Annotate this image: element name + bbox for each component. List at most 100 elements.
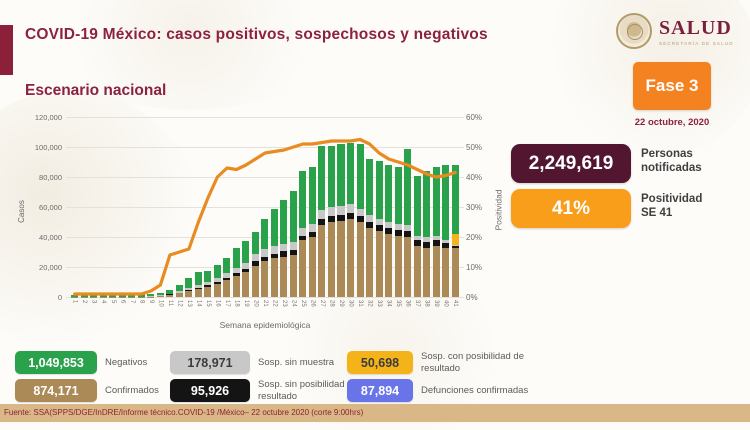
x-axis-label: Semana epidemiológica [219, 320, 311, 330]
bar-segment [194, 288, 202, 297]
bar-segment [442, 243, 450, 248]
legend-item-confirmados: 874,171 Confirmados [15, 379, 159, 402]
bar-segment [289, 190, 297, 243]
x-tick: 4 [100, 300, 107, 304]
x-tick: 14 [195, 300, 202, 307]
bar-segment [213, 264, 221, 279]
legend-item-sosp-con-posibilidad: 50,698 Sosp. con posibilidad de resultad… [347, 351, 551, 374]
bar-segment [175, 291, 183, 293]
bar-segment [261, 256, 269, 261]
bar-segment [308, 224, 316, 232]
legend-label: Defunciones confirmadas [421, 384, 529, 396]
y-tick-right: 0% [466, 293, 478, 302]
x-tick: 26 [309, 300, 316, 307]
x-tick: 13 [185, 300, 192, 307]
x-tick: 31 [357, 300, 364, 307]
legend-value-badge: 87,894 [347, 379, 413, 402]
bar-week-15 [204, 270, 212, 297]
bar-week-20 [251, 231, 259, 297]
legend-label: Negativos [105, 356, 148, 368]
bar-segment [194, 284, 202, 288]
bar-week-12 [175, 285, 183, 297]
bar-segment [308, 167, 316, 225]
bar-segment [289, 242, 297, 250]
x-tick: 15 [204, 300, 211, 307]
section-title: Escenario nacional [25, 82, 167, 99]
bar-segment [308, 231, 316, 237]
bar-segment [346, 219, 355, 297]
phase-badge: Fase 3 [633, 62, 711, 110]
y-tick-left: 120,000 [34, 113, 62, 122]
gridline [66, 146, 464, 148]
bar-segment [223, 279, 231, 297]
x-tick: 28 [328, 300, 335, 307]
bar-segment [280, 256, 288, 297]
positivity-polyline [73, 137, 457, 296]
bar-segment [156, 292, 164, 296]
bar-segment [318, 219, 326, 225]
bar-segment [318, 225, 326, 297]
bar-segment [71, 294, 79, 297]
bar-segment [289, 255, 297, 297]
bar-week-13 [185, 277, 193, 297]
bar-segment [166, 294, 174, 297]
bar-week-24 [289, 190, 297, 297]
bar-week-10 [156, 292, 164, 297]
x-tick: 16 [214, 300, 221, 307]
bar-segment [261, 261, 269, 297]
x-tick: 34 [385, 300, 392, 307]
bar-segment [394, 223, 402, 230]
bar-segment [385, 228, 393, 234]
bar-segment [385, 234, 393, 297]
bar-week-1 [71, 294, 79, 297]
legend-value-badge: 874,171 [15, 379, 97, 402]
legend-item-negativos: 1,049,853 Negativos [15, 351, 147, 374]
bar-segment [423, 237, 431, 242]
stat-label-line: SE 41 [641, 206, 673, 219]
salud-logo: SALUD SECRETARÍA DE SALUD [616, 13, 734, 49]
bar-segment [385, 165, 393, 222]
x-tick: 12 [176, 300, 183, 307]
bar-segment [185, 288, 193, 291]
bar-segment [394, 229, 402, 236]
x-tick: 24 [290, 300, 297, 307]
bar-segment [213, 283, 221, 297]
eagle-emblem-icon [616, 13, 652, 49]
source-footer: Fuente: SSA(SPPS/DGE/InDRE/Informe técni… [0, 404, 750, 422]
bar-segment [299, 228, 307, 236]
bar-segment [327, 222, 335, 297]
legend-value-badge: 95,926 [170, 379, 250, 402]
y-tick-left: 80,000 [39, 173, 62, 182]
bar-segment [337, 144, 345, 206]
gridline [66, 296, 464, 298]
bar-segment [451, 247, 459, 297]
bar-segment [318, 210, 326, 219]
x-tick: 21 [261, 300, 268, 307]
bar-week-31 [356, 144, 364, 297]
bar-segment [166, 289, 174, 294]
bar-segment [213, 278, 221, 282]
bar-segment [147, 294, 155, 297]
legend-item-sosp-sin-posibilidad: 95,926 Sosp. sin posibilidad de resultad… [170, 379, 370, 402]
bar-segment [223, 273, 231, 278]
bar-segment [204, 286, 212, 297]
legend-label: Sosp. sin posibilidad de resultado [258, 379, 358, 402]
bar-segment [280, 200, 288, 244]
bar-segment [432, 246, 440, 297]
bar-segment [375, 160, 383, 219]
legend-item-sosp-sin-muestra: 178,971 Sosp. sin muestra [170, 351, 334, 374]
bar-segment [223, 277, 231, 280]
x-tick: 20 [252, 300, 259, 307]
bar-week-41 [451, 165, 459, 297]
bar-segment [251, 265, 259, 297]
notified-persons-label: Personas notificadas [641, 148, 746, 176]
bar-segment [404, 225, 412, 231]
bar-segment [423, 171, 431, 237]
legend-label: Sosp. con posibilidad de resultado [421, 351, 524, 374]
bar-segment [366, 222, 374, 228]
bar-segment [223, 258, 231, 273]
bar-segment [232, 247, 240, 268]
bar-segment [308, 237, 316, 297]
bar-segment [270, 209, 278, 246]
